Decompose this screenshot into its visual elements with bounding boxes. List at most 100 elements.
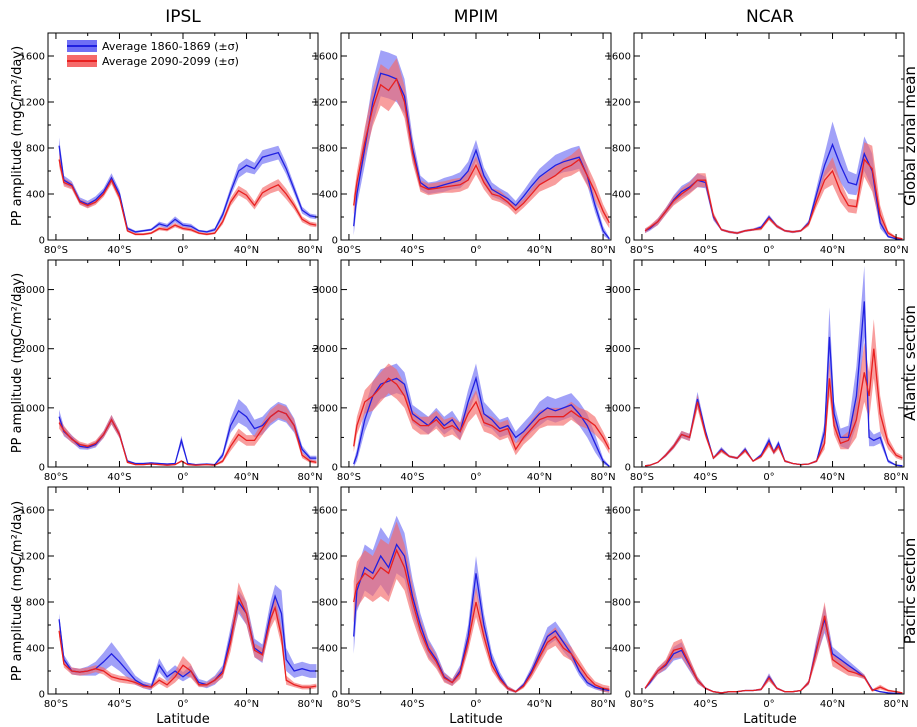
y-tick-label-ncar-atlantic-section: 1000	[606, 403, 631, 414]
y-tick-label-mpim-pacific-section: 800	[319, 598, 338, 609]
panel-mpim-pacific-section: 80°S 40°S 0° 40°N 80°N 0 400 800 1200 1600	[313, 486, 616, 710]
y-tick-label-mpim-global-zonal-mean: 400	[319, 190, 338, 201]
y-tick-label-ncar-pacific-section: 1200	[606, 552, 631, 563]
y-tick-label-mpim-global-zonal-mean: 1600	[313, 52, 338, 63]
series-line-future-ncar-atlantic-section	[645, 348, 903, 467]
y-tick-label-ncar-pacific-section: 800	[612, 598, 631, 609]
x-tick-label-ipsl-pacific-section: 40°S	[107, 699, 131, 710]
x-tick-label-ncar-atlantic-section: 80°S	[630, 472, 654, 483]
x-tick-label-ipsl-pacific-section: 80°N	[297, 699, 322, 710]
x-tick-label-mpim-atlantic-section: 40°S	[400, 472, 424, 483]
x-tick-label-mpim-global-zonal-mean: 40°S	[400, 245, 424, 256]
column-titles: IPSL MPIM NCAR	[165, 7, 794, 27]
series-line-future-mpim-global-zonal-mean	[353, 77, 610, 224]
x-tick-label-ipsl-global-zonal-mean: 80°N	[297, 245, 322, 256]
column-title-mpim: MPIM	[454, 7, 499, 27]
x-axis-labels: Latitude Latitude Latitude	[156, 712, 797, 727]
y-tick-label-ncar-global-zonal-mean: 1600	[606, 52, 631, 63]
panel-mpim-atlantic-section: 80°S 40°S 0° 40°N 80°N 0 1000 2000 3000	[313, 259, 616, 483]
series-line-historical-mpim-global-zonal-mean	[353, 72, 610, 240]
x-tick-label-ncar-global-zonal-mean: 0°	[763, 245, 774, 256]
x-tick-label-ncar-atlantic-section: 40°N	[820, 472, 845, 483]
y-tick-label-mpim-global-zonal-mean: 0	[332, 236, 338, 247]
y-tick-label-mpim-pacific-section: 1200	[313, 552, 338, 563]
x-tick-label-ipsl-atlantic-section: 80°S	[44, 472, 68, 483]
row-label-global-zonal-mean: Global zonal mean	[901, 66, 917, 206]
x-tick-label-mpim-atlantic-section: 80°N	[590, 472, 615, 483]
panel-ncar-global-zonal-mean: 80°S 40°S 0° 40°N 80°N 0 400 800 1200 1600	[606, 32, 909, 256]
y-axis-label-row-2: PP amplitude (mgC/m²/day)	[10, 273, 25, 453]
y-tick-label-ipsl-global-zonal-mean: 1600	[20, 52, 45, 63]
x-axis-label-mpim: Latitude	[449, 712, 503, 727]
y-tick-label-mpim-pacific-section: 0	[332, 690, 338, 701]
series-line-historical-mpim-pacific-section	[353, 543, 610, 693]
panel-ncar-pacific-section: 80°S 40°S 0° 40°N 80°N 0 400 800 1200 1600	[606, 486, 909, 710]
panel-ncar-atlantic-section: 80°S 40°S 0° 40°N 80°N 0 1000 2000 3000	[606, 259, 909, 483]
sigma-band-future-mpim-global-zonal-mean	[353, 58, 610, 229]
series-line-future-ipsl-atlantic-section	[58, 410, 317, 466]
x-tick-label-ipsl-atlantic-section: 0°	[177, 472, 188, 483]
y-tick-label-ipsl-atlantic-section: 1000	[20, 403, 45, 414]
column-title-ipsl: IPSL	[165, 7, 201, 27]
x-tick-label-mpim-global-zonal-mean: 40°N	[527, 245, 552, 256]
series-line-historical-mpim-atlantic-section	[353, 375, 610, 467]
y-tick-label-ncar-global-zonal-mean: 400	[612, 190, 631, 201]
x-tick-label-ncar-atlantic-section: 40°S	[693, 472, 717, 483]
y-tick-label-ncar-global-zonal-mean: 1200	[606, 98, 631, 109]
sigma-band-future-mpim-pacific-section	[353, 521, 610, 693]
sigma-band-future-ncar-atlantic-section	[645, 319, 903, 467]
legend-label-historical: Average 1860-1869 (±σ)	[102, 40, 239, 53]
y-tick-label-ipsl-pacific-section: 800	[26, 598, 45, 609]
panel-ipsl-pacific-section: 80°S 40°S 0° 40°N 80°N 0 400 800 1200 1600	[20, 486, 323, 710]
x-tick-label-ncar-global-zonal-mean: 40°N	[820, 245, 845, 256]
x-tick-label-mpim-pacific-section: 0°	[470, 699, 481, 710]
column-title-ncar: NCAR	[746, 7, 794, 27]
panel-mpim-global-zonal-mean: 80°S 40°S 0° 40°N 80°N 0 400 800 1200 1600	[313, 32, 616, 256]
y-tick-label-ncar-pacific-section: 0	[625, 690, 631, 701]
x-tick-label-ncar-atlantic-section: 0°	[763, 472, 774, 483]
x-tick-label-ipsl-atlantic-section: 40°S	[107, 472, 131, 483]
y-tick-label-ncar-atlantic-section: 3000	[606, 285, 631, 296]
x-tick-label-ncar-atlantic-section: 80°N	[883, 472, 908, 483]
row-labels: Global zonal mean Atlantic section Pacif…	[901, 66, 917, 644]
x-tick-label-mpim-atlantic-section: 0°	[470, 472, 481, 483]
x-tick-label-mpim-atlantic-section: 80°S	[337, 472, 361, 483]
y-tick-label-ipsl-pacific-section: 400	[26, 644, 45, 655]
x-tick-label-ncar-pacific-section: 40°S	[693, 699, 717, 710]
y-tick-label-ncar-pacific-section: 1600	[606, 506, 631, 517]
x-axis-label-ipsl: Latitude	[156, 712, 210, 727]
x-tick-label-mpim-pacific-section: 80°S	[337, 699, 361, 710]
panel-frame-ipsl-atlantic-section	[47, 259, 319, 468]
x-tick-label-mpim-global-zonal-mean: 0°	[470, 245, 481, 256]
x-tick-label-ipsl-pacific-section: 40°N	[234, 699, 259, 710]
y-tick-label-ipsl-pacific-section: 1200	[20, 552, 45, 563]
sigma-band-future-ncar-pacific-section	[645, 602, 903, 694]
y-tick-label-mpim-atlantic-section: 0	[332, 463, 338, 474]
x-tick-label-ipsl-pacific-section: 0°	[177, 699, 188, 710]
x-tick-label-ipsl-global-zonal-mean: 40°S	[107, 245, 131, 256]
y-tick-label-ncar-global-zonal-mean: 0	[625, 236, 631, 247]
y-tick-label-mpim-atlantic-section: 2000	[313, 344, 338, 355]
y-tick-label-mpim-global-zonal-mean: 800	[319, 144, 338, 155]
panel-frame-ncar-pacific-section	[633, 486, 905, 695]
sigma-band-future-ipsl-global-zonal-mean	[59, 152, 317, 236]
x-axis-label-ncar: Latitude	[743, 712, 797, 727]
x-tick-label-ncar-pacific-section: 80°S	[630, 699, 654, 710]
series-line-future-ipsl-global-zonal-mean	[58, 159, 317, 235]
x-tick-label-mpim-global-zonal-mean: 80°N	[590, 245, 615, 256]
y-tick-label-ipsl-global-zonal-mean: 1200	[20, 98, 45, 109]
y-tick-label-ipsl-atlantic-section: 3000	[20, 285, 45, 296]
y-tick-label-ncar-atlantic-section: 0	[625, 463, 631, 474]
x-tick-label-ipsl-atlantic-section: 80°N	[297, 472, 322, 483]
row-label-pacific-section: Pacific section	[901, 538, 917, 644]
x-tick-label-mpim-pacific-section: 40°S	[400, 699, 424, 710]
legend-label-future: Average 2090-2099 (±σ)	[102, 55, 239, 68]
chart-panels: 80°S 40°S 0° 40°N 80°N 0 400 800 1200 1600 80°S 40°…	[20, 32, 909, 710]
y-tick-label-ipsl-global-zonal-mean: 400	[26, 190, 45, 201]
y-tick-label-mpim-global-zonal-mean: 1200	[313, 98, 338, 109]
series-line-future-ncar-pacific-section	[644, 615, 903, 694]
x-tick-label-ncar-pacific-section: 0°	[763, 699, 774, 710]
panel-ipsl-atlantic-section: 80°S 40°S 0° 40°N 80°N 0 1000 2000 3000	[20, 259, 323, 483]
y-tick-label-ncar-pacific-section: 400	[612, 644, 631, 655]
